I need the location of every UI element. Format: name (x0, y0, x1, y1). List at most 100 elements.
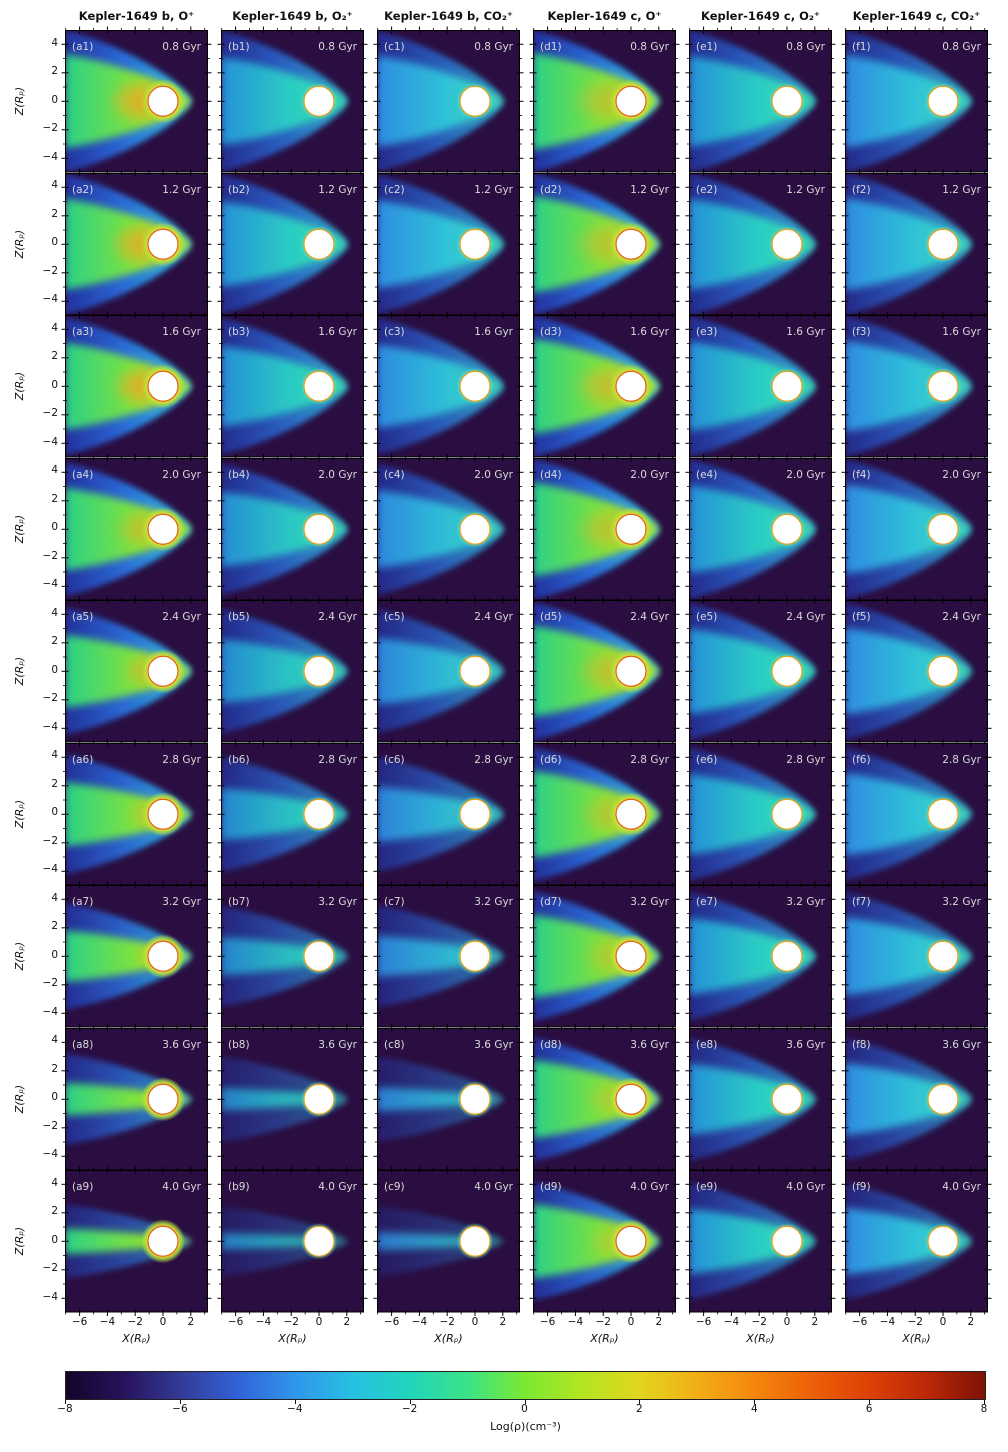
x-tick-label: 0 (471, 1316, 479, 1328)
y-axis-label: Z(Rₚ) (13, 1227, 26, 1256)
ion-tail-core (377, 489, 502, 568)
panel-label: (c8) (384, 1039, 405, 1051)
colorbar-tick (639, 1400, 641, 1404)
panel-label: (c6) (384, 754, 405, 766)
panel-c9: (c9) 4.0 Gyr (373, 1166, 524, 1316)
panel-a7: (a7) 3.2 Gyr (61, 881, 212, 1031)
panel-time-label: 2.4 Gyr (162, 611, 201, 623)
planet-disk (147, 798, 179, 830)
colorbar-label: Log(ρ)(cm⁻³) (490, 1420, 561, 1433)
x-axis-label: X(Rₚ) (902, 1332, 931, 1345)
panel-label: (f3) (852, 326, 871, 338)
panel-label: (f9) (852, 1181, 871, 1193)
panel-time-label: 3.6 Gyr (630, 1039, 669, 1051)
panel-f6: (f6) 2.8 Gyr (841, 739, 992, 889)
panel-border (845, 1027, 988, 1170)
panel-border (65, 172, 208, 315)
colorbar-tick (65, 1400, 66, 1404)
y-tick-label: 0 (51, 1091, 58, 1104)
y-axis-label: Z(Rₚ) (13, 799, 26, 829)
panel-border (533, 742, 676, 885)
colorbar-tick (409, 1400, 411, 1404)
panel-border (221, 742, 364, 885)
panel-border (533, 172, 676, 315)
ion-tail-core (221, 57, 346, 146)
panel-a5: (a5) 2.4 Gyr (61, 596, 212, 746)
panel-time-label: 2.8 Gyr (162, 754, 201, 766)
colorbar-tick (984, 1400, 985, 1404)
panel-label: (d4) (540, 469, 562, 481)
ion-tail-core (845, 1207, 970, 1275)
column-header-e: Kepler-1649 c, O₂⁺ (700, 9, 821, 23)
panel-border (689, 600, 832, 743)
x-tick-label: −4 (99, 1316, 116, 1328)
x-tick-label: −6 (227, 1316, 244, 1328)
ion-tail-core (689, 773, 814, 855)
x-tick-label: −6 (695, 1316, 712, 1328)
panel-border (377, 600, 520, 743)
panel-b4: (b4) 2.0 Gyr (217, 454, 368, 604)
colorbar-tick-label: 8 (980, 1403, 988, 1415)
planet-disk (615, 513, 647, 545)
x-tick-label: 2 (343, 1316, 351, 1328)
panel-border (845, 742, 988, 885)
panel-time-label: 4.0 Gyr (630, 1181, 669, 1193)
panel-border (533, 315, 676, 458)
panel-border (65, 30, 208, 173)
y-tick-label: −4 (42, 1005, 58, 1018)
panel-border (221, 315, 364, 458)
y-tick-label: −4 (42, 1148, 58, 1161)
panel-f8: (f8) 3.6 Gyr (841, 1024, 992, 1174)
panel-time-label: 3.6 Gyr (162, 1039, 201, 1051)
planet-disk (615, 655, 647, 687)
panel-border (221, 457, 364, 600)
panel-label: (d6) (540, 754, 562, 766)
column-header-f: Kepler-1649 c, CO₂⁺ (852, 9, 981, 23)
panel-b7: (b7) 3.2 Gyr (217, 881, 368, 1031)
y-tick-label: 4 (51, 1176, 58, 1189)
planet-disk (927, 940, 959, 972)
panel-label: (d8) (540, 1039, 562, 1051)
panel-border (377, 742, 520, 885)
panel-time-label: 1.2 Gyr (630, 184, 669, 196)
panel-a2: (a2) 1.2 Gyr (61, 169, 212, 319)
planet-disk (771, 228, 803, 260)
panel-label: (f2) (852, 184, 871, 196)
panel-e8: (e8) 3.6 Gyr (685, 1024, 836, 1174)
planet-disk (303, 228, 335, 260)
planet-disk (303, 85, 335, 117)
y-tick-label: −2 (42, 1262, 58, 1275)
planet-disk (147, 940, 179, 972)
y-tick-label: 2 (51, 777, 58, 790)
x-tick-label: −4 (255, 1316, 272, 1328)
x-tick-label: −6 (851, 1316, 868, 1328)
y-axis-label: Z(Rₚ) (13, 1084, 26, 1114)
panel-a3: (a3) 1.6 Gyr (61, 311, 212, 461)
ion-tail-core (221, 201, 346, 287)
planet-disk (303, 370, 335, 402)
panel-border (221, 1027, 364, 1170)
ion-tail-core (65, 1082, 190, 1116)
column-header-a: Kepler-1649 b, O⁺ (78, 9, 195, 23)
panel-border (377, 1170, 520, 1313)
y-tick-label: 4 (51, 464, 58, 477)
panel-label: (d1) (540, 41, 562, 53)
x-tick-label: −2 (283, 1316, 299, 1328)
panel-time-label: 2.4 Gyr (786, 611, 825, 623)
panel-border (689, 885, 832, 1028)
panel-border (65, 600, 208, 743)
planet-disk (303, 1083, 335, 1115)
panel-time-label: 2.0 Gyr (630, 469, 669, 481)
panel-d9: (d9) 4.0 Gyr (529, 1166, 680, 1316)
x-tick-label: −2 (595, 1316, 611, 1328)
planet-disk (303, 513, 335, 545)
panel-label: (c1) (384, 41, 405, 53)
x-tick-label: −6 (383, 1316, 400, 1328)
x-tick-label: 0 (783, 1316, 791, 1328)
panel-label: (d5) (540, 611, 562, 623)
panel-time-label: 2.8 Gyr (942, 754, 981, 766)
x-axis-label: X(Rₚ) (122, 1332, 151, 1345)
y-axis-label: Z(Rₚ) (13, 657, 26, 686)
panel-time-label: 1.6 Gyr (318, 326, 357, 338)
panel-label: (b2) (228, 184, 250, 196)
